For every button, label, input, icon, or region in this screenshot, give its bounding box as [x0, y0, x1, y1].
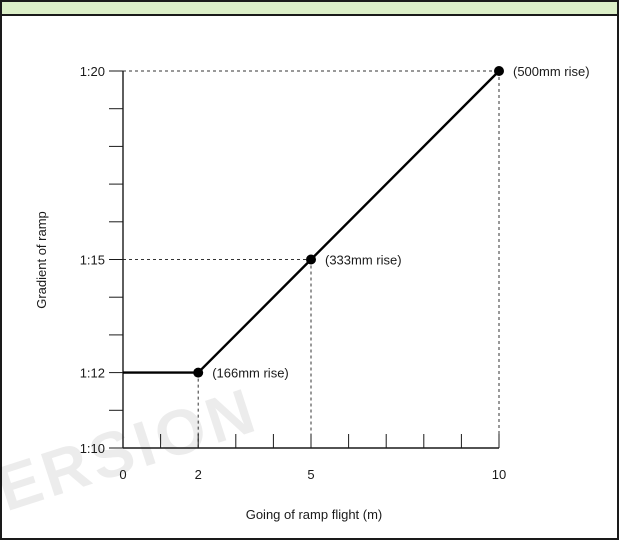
data-point-2 — [494, 66, 504, 76]
series-line-0 — [123, 70, 500, 374]
data-point-label-2: (500mm rise) — [513, 64, 590, 79]
y-tick-label-3: 1:20 — [80, 64, 105, 79]
data-point-0 — [193, 367, 204, 378]
y-axis-label: Gradient of ramp — [34, 211, 49, 309]
x-tick-label-2: 5 — [307, 467, 314, 482]
y-tick-label-1: 1:12 — [80, 366, 105, 381]
x-tick-label-1: 2 — [195, 467, 202, 482]
y-tick-label-0: 1:10 — [80, 441, 105, 456]
data-point-label-0: (166mm rise) — [212, 366, 289, 381]
data-point-1 — [306, 254, 316, 265]
data-point-label-1: (333mm rise) — [325, 253, 402, 268]
x-tick-label-3: 10 — [492, 467, 506, 482]
header-band — [2, 2, 617, 16]
x-axis-label: Going of ramp flight (m) — [246, 507, 383, 522]
y-tick-label-2: 1:15 — [80, 253, 105, 268]
x-tick-label-0: 0 — [119, 467, 126, 482]
watermark-text: ERSION — [0, 373, 267, 525]
